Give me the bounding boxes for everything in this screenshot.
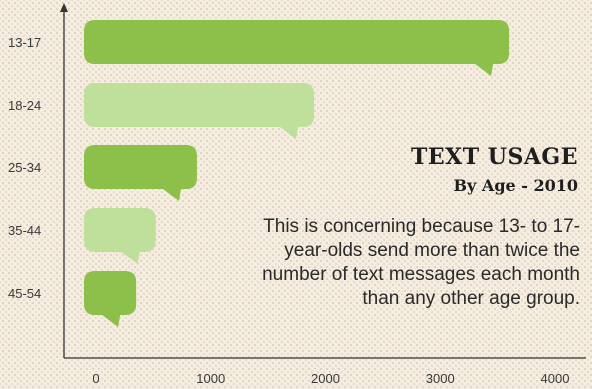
x-tick-label: 0 (92, 371, 99, 386)
bars (84, 20, 510, 327)
x-tick-label: 3000 (426, 371, 455, 386)
category-labels: 13-17 18-24 25-34 35-44 45-54 (8, 35, 41, 301)
bar-45-54 (84, 271, 137, 327)
category-label: 13-17 (8, 35, 41, 50)
x-tick-label: 4000 (541, 371, 570, 386)
category-label: 35-44 (8, 223, 41, 238)
chart-subtitle: By Age - 2010 (453, 176, 578, 195)
bar-13-17 (84, 20, 510, 76)
bar-18-24 (84, 83, 315, 139)
bar-25-34 (84, 145, 197, 201)
category-label: 25-34 (8, 160, 41, 175)
y-axis-arrow (60, 3, 68, 12)
chart-title: TEXT USAGE (411, 144, 578, 170)
chart-annotation: This is concerning because 13- to 17-yea… (262, 216, 580, 309)
x-tick-labels: 0 1000 2000 3000 4000 (92, 371, 569, 386)
x-tick-label: 1000 (196, 371, 225, 386)
bar-35-44 (84, 208, 156, 264)
x-tick-label: 2000 (311, 371, 340, 386)
category-label: 45-54 (8, 286, 41, 301)
category-label: 18-24 (8, 98, 41, 113)
